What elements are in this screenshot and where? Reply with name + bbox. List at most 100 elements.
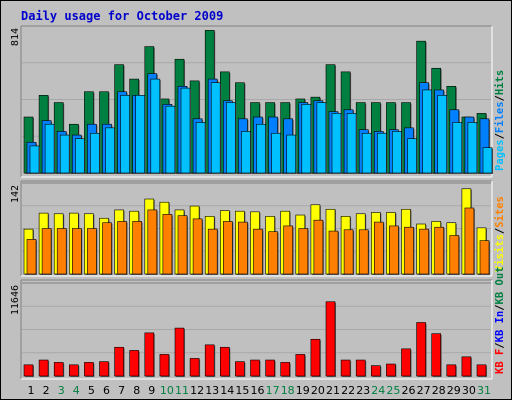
top-pages-bar-24 <box>376 132 387 174</box>
middle-sites-bar-8 <box>132 221 142 275</box>
bottom-kb-f-bar-27 <box>416 322 426 377</box>
bottom-kb-f-bar-31 <box>476 364 487 377</box>
top-pages-bar-25 <box>392 131 402 174</box>
top-pages-bar-22 <box>346 113 357 174</box>
bottom-kb-f-bar-16 <box>250 359 260 377</box>
middle-sites-bar-10 <box>162 214 173 275</box>
middle-sites-bar-22 <box>343 229 354 275</box>
bottom-kb-f-bar-13 <box>204 344 215 377</box>
top-pages-bar-31 <box>482 147 493 174</box>
bottom-kb-f-bar-6 <box>99 361 109 377</box>
top-pages-bar-4 <box>75 138 85 174</box>
bottom-kb-f-bar-5 <box>84 362 94 377</box>
bottom-kb-f-bar-25 <box>386 363 396 377</box>
x-tick-label-19: 19 <box>296 384 310 397</box>
top-pages-bar-18 <box>286 134 297 174</box>
x-tick-label-4: 4 <box>73 384 80 397</box>
top-pages-bar-14 <box>226 102 236 174</box>
legend-pages: Pages <box>494 139 506 171</box>
middle-sites-bar-26 <box>404 226 414 275</box>
x-tick-label-26: 26 <box>402 384 416 397</box>
bottom-kb-f-bar-18 <box>280 362 291 377</box>
x-tick-label-23: 23 <box>356 384 370 397</box>
bottom-ymax-label: 11646 <box>10 285 21 315</box>
middle-sites-bar-15 <box>238 221 248 275</box>
x-tick-label-15: 15 <box>235 384 249 397</box>
middle-sites-bar-23 <box>358 229 369 275</box>
top-pages-bar-20 <box>316 102 327 174</box>
x-tick-label-24: 24 <box>371 384 385 397</box>
bottom-kb-f-bar-3 <box>53 362 64 377</box>
legend-separator: / <box>494 95 506 101</box>
top-pages-bar-27 <box>422 89 432 174</box>
middle-sites-bar-21 <box>328 230 339 275</box>
chart-title: Daily usage for October 2009 <box>21 9 223 23</box>
top-pages-bar-9 <box>150 78 161 174</box>
middle-legend: Visits/Sites <box>494 196 506 272</box>
top-pages-bar-7 <box>120 95 130 174</box>
bottom-kb-f-bar-26 <box>401 348 411 377</box>
bottom-kb-f-bar-11 <box>174 327 185 377</box>
top-pages-bar-8 <box>135 95 145 174</box>
top-pages-bar-12 <box>195 122 206 174</box>
middle-sites-bar-19 <box>298 228 309 275</box>
legend-separator: / <box>494 342 506 348</box>
top-pages-bar-30 <box>467 122 478 174</box>
top-pages-bar-3 <box>59 134 70 174</box>
bottom-kb-f-bar-17 <box>265 359 275 377</box>
top-pages-bar-11 <box>180 87 191 174</box>
x-tick-label-16: 16 <box>251 384 265 397</box>
bottom-kb-f-bar-7 <box>114 346 124 377</box>
x-tick-label-6: 6 <box>103 384 110 397</box>
bottom-legend: KB F/KB In/KB Out <box>494 267 506 375</box>
x-tick-label-12: 12 <box>190 384 204 397</box>
middle-sites-bar-3 <box>56 228 67 275</box>
middle-sites-bar-18 <box>283 225 294 275</box>
bottom-kb-f-bar-19 <box>295 354 306 377</box>
bottom-kb-f-bar-8 <box>129 350 139 377</box>
legend-separator: / <box>494 304 506 310</box>
top-pages-bar-29 <box>452 122 463 174</box>
bottom-kb-f-bar-1 <box>23 364 34 377</box>
middle-sites-bar-28 <box>434 226 445 275</box>
middle-sites-bar-11 <box>177 215 188 275</box>
middle-sites-bar-27 <box>419 228 429 275</box>
bottom-kb-f-bar-23 <box>355 359 366 377</box>
x-tick-label-29: 29 <box>447 384 461 397</box>
legend-files: Files <box>494 101 506 133</box>
middle-sites-bar-6 <box>102 222 112 275</box>
top-pages-bar-6 <box>105 127 115 174</box>
chart-marks <box>22 25 493 377</box>
middle-sites-bar-17 <box>268 231 278 275</box>
top-pages-bar-5 <box>90 132 100 174</box>
middle-sites-bar-30 <box>464 207 475 275</box>
chart-labels: 814Pages/Files/Hits142Visits/Sites11646K… <box>10 28 506 397</box>
middle-sites-bar-9 <box>147 209 158 275</box>
middle-sites-bar-1 <box>26 239 37 275</box>
x-tick-label-10: 10 <box>160 384 174 397</box>
x-tick-label-25: 25 <box>386 384 400 397</box>
bottom-kb-f-bar-10 <box>159 354 170 377</box>
top-pages-bar-28 <box>437 95 448 174</box>
bottom-kb-f-bar-21 <box>325 301 336 377</box>
x-tick-label-5: 5 <box>88 384 95 397</box>
top-pages-bar-15 <box>241 131 251 174</box>
x-tick-label-8: 8 <box>133 384 140 397</box>
middle-sites-bar-24 <box>373 221 384 275</box>
middle-sites-bar-4 <box>72 228 82 275</box>
x-tick-label-27: 27 <box>417 384 431 397</box>
x-tick-label-14: 14 <box>220 384 234 397</box>
legend-kb-f: KB F <box>494 349 506 374</box>
legend-kb-out: KB Out <box>494 267 506 305</box>
legend-sites: Sites <box>494 196 506 228</box>
middle-sites-bar-29 <box>449 235 460 275</box>
x-tick-label-20: 20 <box>311 384 325 397</box>
bottom-kb-f-bar-12 <box>189 358 200 377</box>
bottom-kb-f-bar-4 <box>69 364 79 377</box>
legend-kb-in: KB In <box>494 311 506 343</box>
x-tick-label-3: 3 <box>58 384 65 397</box>
x-tick-label-21: 21 <box>326 384 340 397</box>
middle-sites-bar-5 <box>87 228 97 275</box>
